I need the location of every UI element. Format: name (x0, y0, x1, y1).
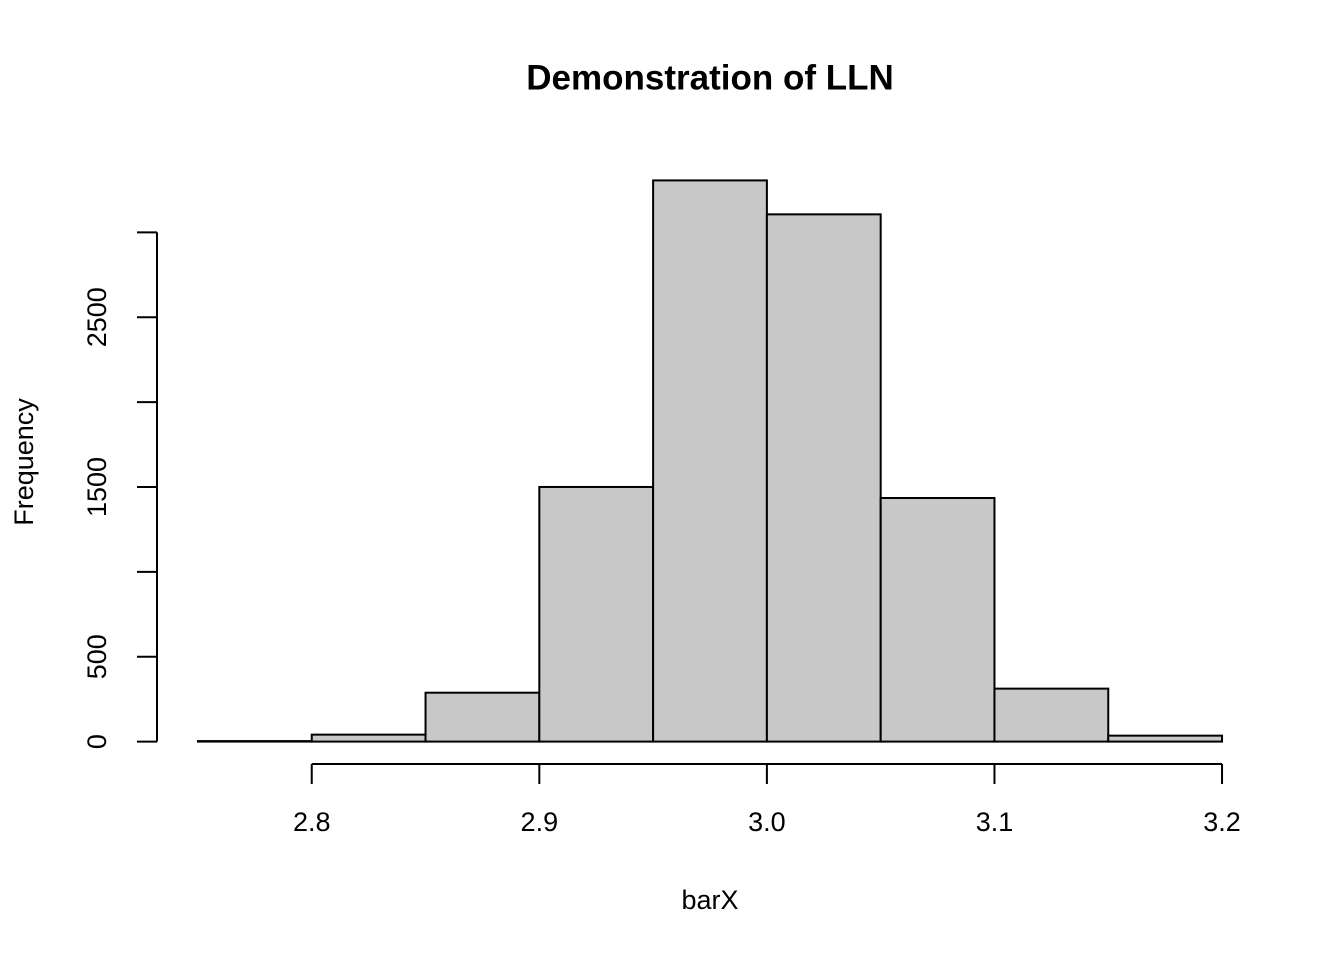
x-axis-label: barX (681, 885, 738, 915)
x-tick-label: 2.9 (521, 807, 559, 837)
bar (652, 179, 768, 743)
y-tick-label: 2500 (82, 287, 112, 347)
bar (196, 740, 313, 743)
x-tick-label: 2.8 (293, 807, 331, 837)
bar (538, 485, 655, 743)
y-tick-label: 1500 (82, 457, 112, 517)
y-tick-label: 500 (82, 634, 112, 679)
x-tick-label: 3.2 (1203, 807, 1241, 837)
bar (424, 691, 541, 743)
bar (310, 733, 427, 743)
bar (765, 213, 882, 743)
bar (1107, 734, 1224, 743)
y-tick-label: 0 (82, 734, 112, 749)
bar (879, 497, 996, 743)
x-tick-label: 3.0 (748, 807, 786, 837)
x-tick-label: 3.1 (976, 807, 1014, 837)
bar (993, 687, 1110, 743)
chart-title: Demonstration of LLN (526, 58, 893, 97)
y-axis-label: Frequency (9, 398, 39, 526)
